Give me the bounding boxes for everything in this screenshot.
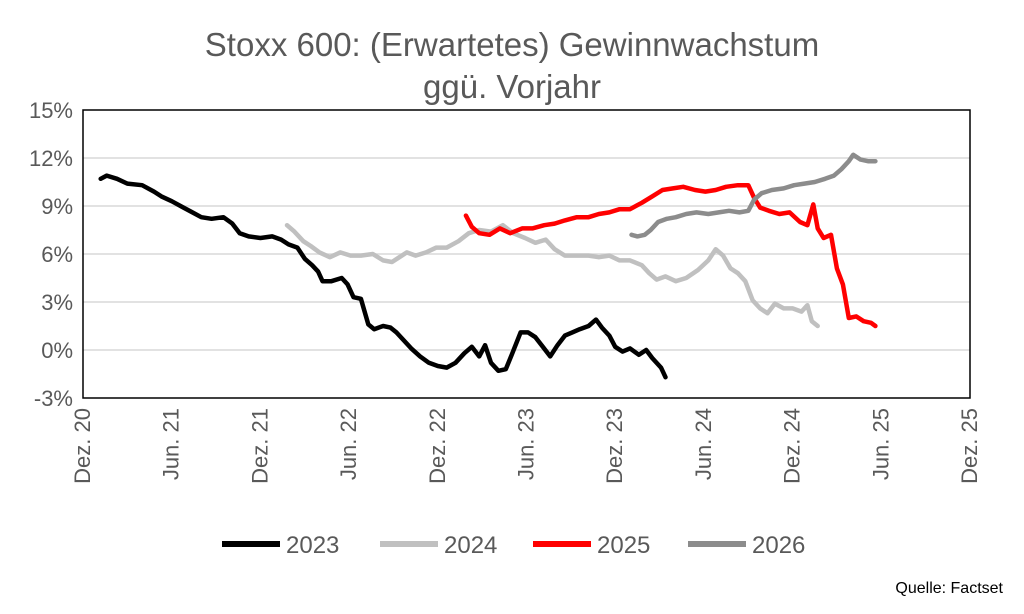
plot-area-frame — [82, 109, 971, 399]
y-tick-label: 12% — [29, 146, 73, 171]
series-line-2023 — [98, 173, 668, 380]
legend-label-2025: 2025 — [597, 532, 650, 559]
x-tick-label: Jun. 23 — [514, 408, 539, 480]
x-tick-label: Jun. 24 — [691, 408, 716, 480]
legend: 2023 2024 2025 2026 — [222, 532, 805, 559]
chart-title-line-2: ggü. Vorjahr — [423, 68, 601, 105]
x-axis-ticks: Dez. 20 Jun. 21 Dez. 21 Jun. 22 Dez. 22 Jun. … — [70, 408, 982, 484]
y-axis-ticks: 15% 12% 9% 6% 3% 0% -3% — [29, 98, 73, 411]
x-tick-label: Dez. 25 — [957, 408, 982, 484]
series-line-2025 — [463, 182, 878, 329]
x-tick-label: Dez. 20 — [70, 408, 95, 484]
y-tick-label: 0% — [41, 338, 73, 363]
y-tick-label: 15% — [29, 98, 73, 123]
y-tick-label: 3% — [41, 290, 73, 315]
legend-label-2023: 2023 — [286, 532, 339, 559]
legend-label-2026: 2026 — [752, 532, 805, 559]
x-tick-label: Jun. 25 — [868, 408, 893, 480]
x-tick-label: Dez. 22 — [425, 408, 450, 484]
y-tick-label: 9% — [41, 194, 73, 219]
y-tick-label: 6% — [41, 242, 73, 267]
series-line-2024 — [284, 222, 820, 329]
series-line-2026 — [629, 152, 878, 239]
series-lines — [98, 152, 878, 380]
x-tick-label: Jun. 21 — [159, 408, 184, 480]
gridlines — [83, 157, 970, 351]
y-tick-label: -3% — [34, 386, 73, 411]
legend-label-2024: 2024 — [444, 532, 497, 559]
x-tick-label: Jun. 22 — [336, 408, 361, 480]
x-tick-label: Dez. 24 — [780, 408, 805, 484]
x-tick-label: Dez. 23 — [602, 408, 627, 484]
x-tick-label: Dez. 21 — [247, 408, 272, 484]
chart-title-line-1: Stoxx 600: (Erwartetes) Gewinnwachstum — [205, 26, 819, 63]
source-note: Quelle: Factset — [895, 580, 1003, 597]
